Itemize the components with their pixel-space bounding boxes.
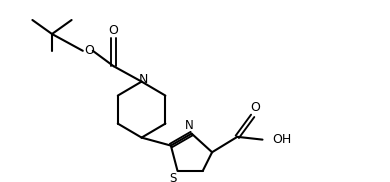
Text: S: S [169, 172, 176, 182]
Text: O: O [109, 24, 119, 37]
Text: O: O [250, 101, 260, 114]
Text: N: N [185, 119, 194, 132]
Text: N: N [139, 73, 148, 86]
Text: OH: OH [273, 133, 292, 146]
Text: O: O [84, 44, 94, 57]
